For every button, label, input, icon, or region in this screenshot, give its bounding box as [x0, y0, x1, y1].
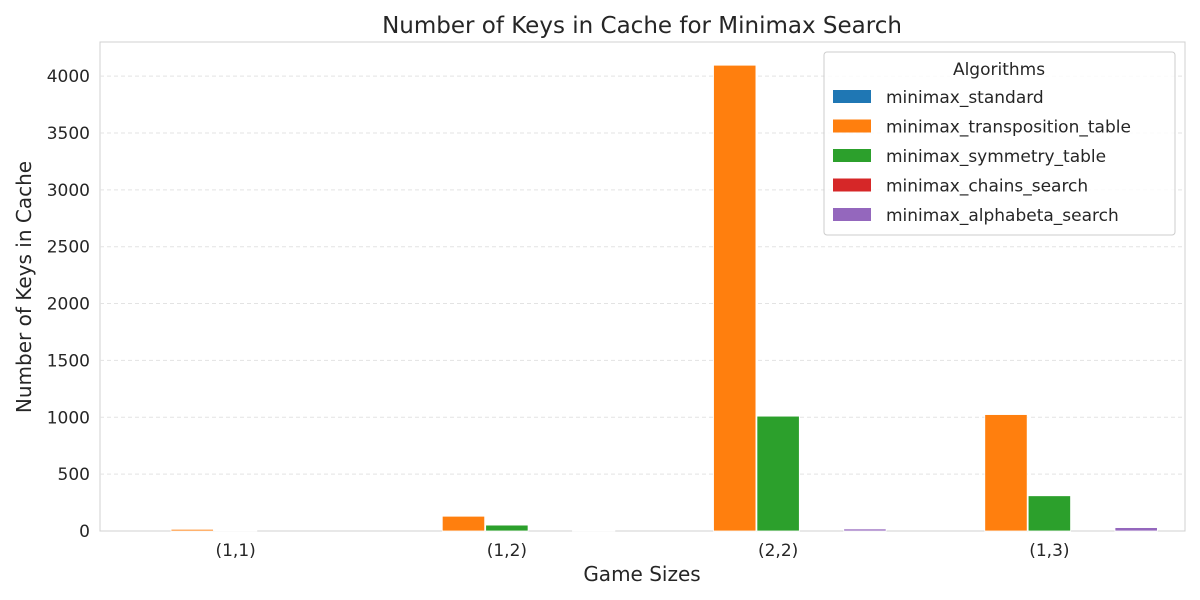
- y-tick-label: 1000: [47, 408, 90, 428]
- y-tick-label: 1500: [47, 351, 90, 371]
- bar-minimax_transposition_table-0: [170, 528, 214, 532]
- y-tick-label: 0: [79, 522, 90, 542]
- legend-entry-minimax_transposition_table: minimax_transposition_table: [886, 118, 1131, 138]
- legend-swatch-minimax_alphabeta_search: [833, 208, 871, 221]
- y-axis-label: Number of Keys in Cache: [12, 161, 36, 413]
- bar-minimax_alphabeta_search-2: [843, 528, 887, 532]
- bar-minimax_symmetry_table-2: [756, 415, 800, 532]
- bars: [170, 64, 1158, 532]
- y-axis-ticks: 0 500 1000 1500 2000 2500 3000 3500 4000: [47, 67, 90, 542]
- bar-minimax_symmetry_table-3: [1027, 495, 1071, 532]
- legend-title: Algorithms: [953, 60, 1045, 80]
- bar-minimax_symmetry_table-1: [485, 524, 529, 532]
- x-tick-label: (2,2): [758, 541, 798, 561]
- legend-entry-minimax_alphabeta_search: minimax_alphabeta_search: [886, 206, 1119, 226]
- legend-entry-minimax_chains_search: minimax_chains_search: [886, 177, 1088, 197]
- x-tick-label: (1,3): [1029, 541, 1069, 561]
- x-tick-label: (1,1): [215, 541, 255, 561]
- legend-swatch-minimax_chains_search: [833, 178, 871, 192]
- x-axis-label: Game Sizes: [583, 562, 700, 586]
- y-tick-label: 3000: [47, 181, 90, 201]
- x-axis-ticks: (1,1) (1,2) (2,2) (1,3): [215, 541, 1069, 561]
- legend-box: [823, 51, 1176, 236]
- legend-entry-minimax_standard: minimax_standard: [886, 88, 1044, 108]
- y-tick-label: 2500: [47, 238, 90, 258]
- y-tick-label: 500: [58, 465, 90, 485]
- legend-swatch-minimax_transposition_table: [833, 119, 871, 133]
- x-tick-label: (1,2): [487, 541, 527, 561]
- y-tick-label: 2000: [47, 295, 90, 315]
- legend-entry-minimax_symmetry_table: minimax_symmetry_table: [886, 147, 1106, 167]
- bar-minimax_alphabeta_search-3: [1114, 527, 1158, 532]
- bar-minimax_transposition_table-2: [713, 64, 757, 532]
- chart-title: Number of Keys in Cache for Minimax Sear…: [382, 13, 902, 39]
- y-tick-label: 4000: [47, 67, 90, 87]
- legend: Algorithms minimax_standard minimax_trans…: [823, 51, 1176, 236]
- legend-swatch-minimax_standard: [833, 90, 871, 103]
- y-tick-label: 3500: [47, 124, 90, 144]
- bar-minimax_transposition_table-3: [984, 414, 1028, 532]
- bar-minimax_transposition_table-1: [441, 515, 486, 532]
- legend-swatch-minimax_symmetry_table: [833, 149, 871, 162]
